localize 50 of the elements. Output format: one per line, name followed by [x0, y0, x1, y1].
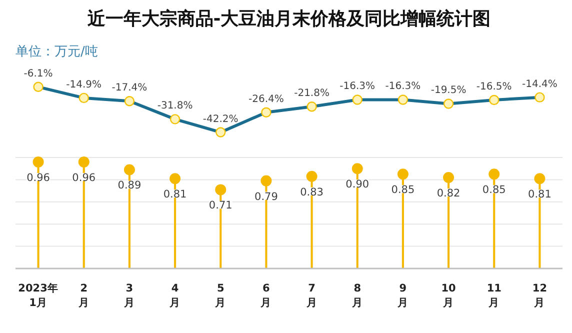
- data-label: 0.90: [346, 178, 370, 191]
- x-tick-label: 10 月: [441, 282, 456, 309]
- x-tick-label: 6 月: [260, 282, 272, 309]
- point: [215, 184, 226, 196]
- x-tick-label: 2 月: [77, 282, 90, 309]
- point: [170, 173, 181, 184]
- data-label: 0.79: [254, 190, 278, 203]
- data-label: -26.4%: [248, 94, 284, 105]
- x-tick-label: 11 月: [486, 282, 502, 309]
- point: [78, 156, 90, 168]
- point: [352, 163, 363, 174]
- point: [306, 170, 318, 182]
- data-label: -6.1%: [24, 68, 53, 80]
- data-label: 0.83: [300, 186, 324, 198]
- data-label: -14.9%: [66, 79, 102, 90]
- point: [124, 164, 135, 176]
- point: [397, 168, 408, 180]
- chart-title: 近一年大宗商品-大豆油月末价格及同比增幅统计图: [86, 8, 491, 30]
- data-label: 0.89: [118, 180, 142, 192]
- data-label: 0.96: [72, 172, 96, 184]
- data-label: -16.5%: [476, 81, 512, 92]
- data-label: -21.8%: [294, 88, 330, 100]
- data-label: 0.85: [482, 184, 506, 196]
- point: [534, 173, 546, 184]
- data-label: -19.5%: [430, 85, 466, 96]
- point: [443, 172, 454, 183]
- point: [488, 168, 500, 180]
- data-label: 0.96: [26, 172, 50, 184]
- x-tick-label: 3 月: [122, 282, 135, 309]
- text: 单位：万元/吨: [16, 44, 98, 60]
- x-tick-label: 2023年 1月: [18, 282, 58, 309]
- data-label: 0.82: [436, 187, 460, 200]
- x-tick-label: 5 月: [214, 282, 226, 309]
- point: [32, 156, 44, 168]
- data-label: -17.4%: [112, 82, 148, 94]
- data-label: -42.2%: [202, 114, 238, 125]
- data-label: -14.4%: [522, 78, 558, 90]
- data-label: 0.71: [208, 200, 232, 212]
- x-tick-label: 9 月: [396, 282, 408, 309]
- data-label: 0.81: [163, 188, 187, 201]
- data-label: -31.8%: [157, 100, 193, 112]
- x-tick-label: 7 月: [305, 282, 318, 309]
- x-tick-label: 4 月: [168, 282, 181, 309]
- data-label: -16.3%: [385, 81, 421, 92]
- point: [260, 175, 272, 186]
- data-label: 0.81: [528, 188, 552, 201]
- x-tick-label: 12 月: [532, 282, 548, 309]
- data-label: -16.3%: [340, 81, 376, 92]
- x-tick-label: 8 月: [350, 282, 363, 309]
- data-label: 0.85: [391, 184, 415, 196]
